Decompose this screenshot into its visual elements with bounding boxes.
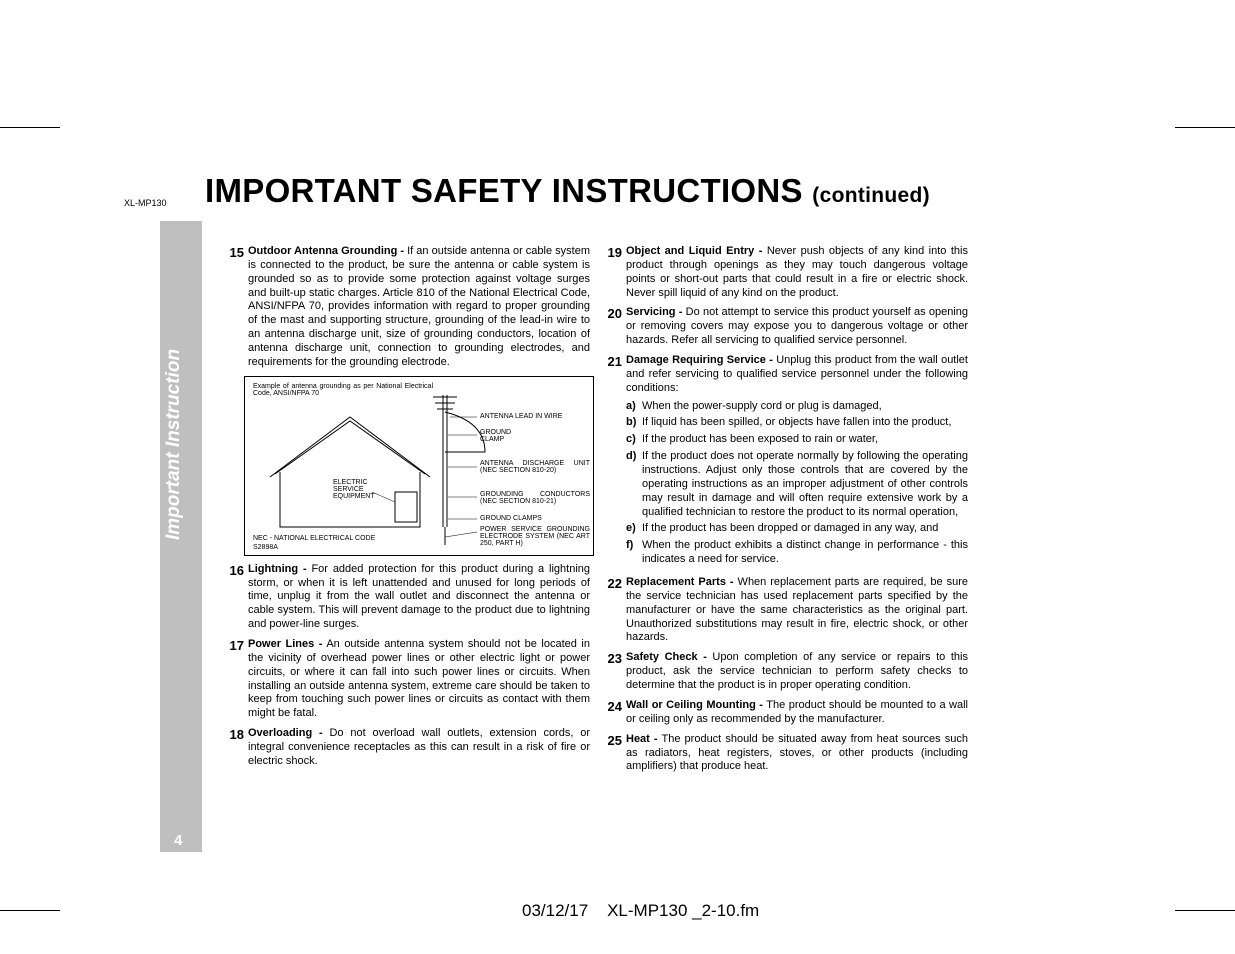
instruction-item: 24 Wall or Ceiling Mounting - The produc… [602,699,968,727]
sub-key: b) [626,416,642,430]
instruction-item: 23 Safety Check - Upon completion of any… [602,651,968,693]
item-text: The product should be situated away from… [626,733,968,773]
sub-text: When the product exhibits a distinct cha… [642,539,968,567]
sub-item: f)When the product exhibits a distinct c… [626,539,968,567]
item-text: An outside antenna system should not be … [248,638,590,719]
item-lead: Object and Liquid Entry - [626,245,762,257]
instruction-item: 18 Overloading - Do not overload wall ou… [224,727,590,769]
sub-key: f) [626,539,642,567]
page-title: IMPORTANT SAFETY INSTRUCTIONS (continued… [205,172,930,210]
sub-item: d)If the product does not operate normal… [626,450,968,519]
instruction-item: 21 Damage Requiring Service - Unplug thi… [602,354,968,570]
column-right: 19 Object and Liquid Entry - Never push … [602,245,968,780]
sub-key: d) [626,450,642,519]
footer: 03/12/17 XL-MP130 _2-10.fm [522,901,759,921]
item-number: 21 [602,354,622,570]
footer-file: XL-MP130 _2-10.fm [607,901,759,920]
item-number: 18 [224,727,244,769]
item-number: 23 [602,651,622,693]
diagram-caption: Example of antenna grounding as per Nati… [253,383,433,398]
item-lead: Overloading - [248,727,323,739]
page-number: 4 [174,832,182,849]
item-lead: Heat - [626,733,658,745]
diagram-label: ANTENNA LEAD IN WIRE [480,413,562,420]
item-text: If an outside antenna or cable system is… [248,245,590,368]
item-lead: Power Lines - [248,638,322,650]
instruction-item: 20 Servicing - Do not attempt to service… [602,306,968,348]
sub-key: a) [626,400,642,414]
diagram-label: ELECTRIC SERVICE EQUIPMENT [333,479,388,501]
item-number: 17 [224,638,244,721]
item-lead: Servicing - [626,306,682,318]
side-label: Important Instruction [163,349,185,540]
item-lead: Replacement Parts - [626,576,734,588]
item-number: 20 [602,306,622,348]
footer-date: 03/12/17 [522,901,588,920]
title-main: IMPORTANT SAFETY INSTRUCTIONS [205,172,803,209]
sub-text: When the power-supply cord or plug is da… [642,400,968,414]
instruction-item: 25 Heat - The product should be situated… [602,733,968,775]
sub-text: If the product has been dropped or damag… [642,522,968,536]
item-number: 16 [224,563,244,632]
sub-item: a)When the power-supply cord or plug is … [626,400,968,414]
item-lead: Outdoor Antenna Grounding - [248,245,404,257]
diagram-label: ANTENNA DISCHARGE UNIT (NEC SECTION 810-… [480,460,590,475]
instruction-item: 22 Replacement Parts - When replacement … [602,576,968,645]
model-tag: XL-MP130 [124,198,167,208]
instruction-item: 17 Power Lines - An outside antenna syst… [224,638,590,721]
diagram-label: GROUND CLAMPS [480,515,542,522]
sub-text: If the product has been exposed to rain … [642,433,968,447]
item-lead: Wall or Ceiling Mounting - [626,699,763,711]
diagram-label: NEC - NATIONAL ELECTRICAL CODE [253,535,375,542]
sub-key: e) [626,522,642,536]
item-lead: Safety Check - [626,651,707,663]
item-number: 25 [602,733,622,775]
diagram-label: S2898A [253,544,278,551]
sub-key: c) [626,433,642,447]
diagram-label: GROUND CLAMP [480,429,530,444]
instruction-item: 16 Lightning - For added protection for … [224,563,590,632]
item-lead: Damage Requiring Service - [626,354,773,366]
item-number: 15 [224,245,244,370]
item-number: 24 [602,699,622,727]
item-number: 19 [602,245,622,300]
item-number: 22 [602,576,622,645]
sub-item: b)If liquid has been spilled, or objects… [626,416,968,430]
diagram-label: GROUNDING CONDUCTORS (NEC SECTION 810-21… [480,491,590,506]
column-left: 15 Outdoor Antenna Grounding - If an out… [224,245,590,775]
instruction-item: 19 Object and Liquid Entry - Never push … [602,245,968,300]
instruction-item: 15 Outdoor Antenna Grounding - If an out… [224,245,590,370]
title-suffix: (continued) [812,184,930,207]
diagram-label: POWER SERVICE GROUNDING ELECTRODE SYSTEM… [480,526,590,548]
item-lead: Lightning - [248,563,307,575]
sub-text: If the product does not operate normally… [642,450,968,519]
sub-item: e)If the product has been dropped or dam… [626,522,968,536]
grounding-diagram: Example of antenna grounding as per Nati… [244,376,594,556]
sub-item: c)If the product has been exposed to rai… [626,433,968,447]
sub-text: If liquid has been spilled, or objects h… [642,416,968,430]
sub-list: a)When the power-supply cord or plug is … [626,400,968,567]
